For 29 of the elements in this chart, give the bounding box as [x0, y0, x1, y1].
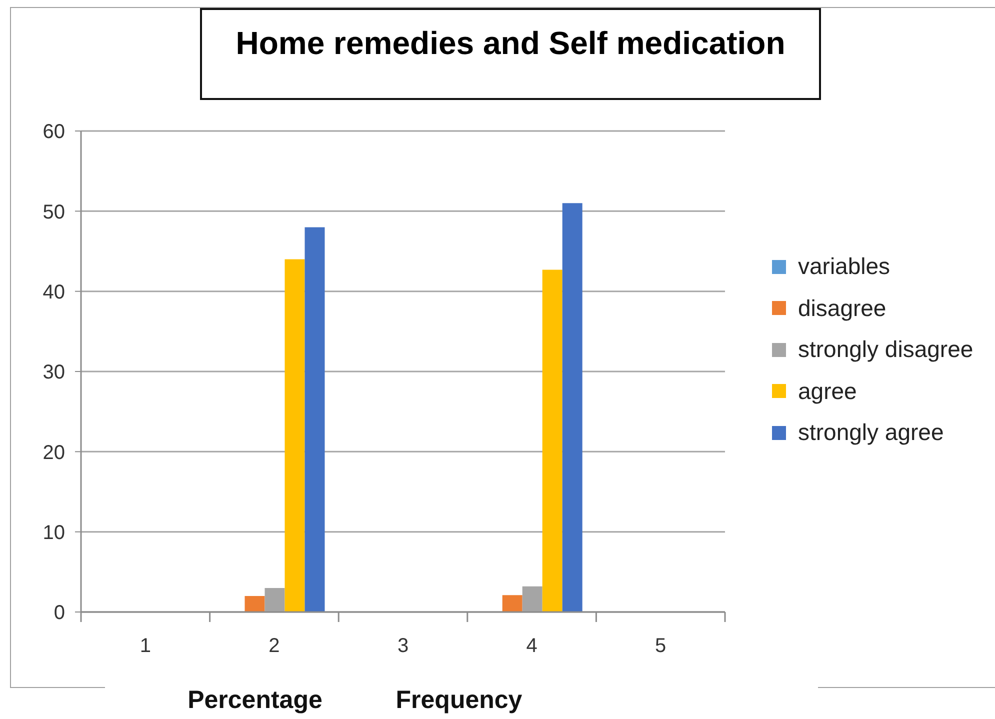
y-tick-label: 50 — [42, 201, 65, 224]
bar — [502, 595, 522, 612]
bar — [522, 586, 542, 612]
bar — [244, 596, 265, 612]
y-tick-label: 60 — [42, 121, 65, 144]
y-tick-label: 40 — [42, 281, 65, 304]
x-tick-label: 2 — [268, 635, 280, 657]
bar — [542, 270, 562, 612]
y-tick-label: 10 — [42, 522, 65, 544]
chart-title: Home remedies and Self medication — [236, 25, 786, 62]
bar — [284, 259, 305, 612]
bar — [264, 588, 285, 612]
legend-label: disagree — [797, 294, 888, 323]
legend-label: agree — [797, 376, 858, 406]
x-tick-label: 5 — [655, 635, 666, 657]
bar — [304, 227, 325, 612]
legend-label: variables — [797, 252, 892, 282]
x-tick-label: 4 — [526, 635, 538, 657]
title-box: Home remedies and Self medication — [200, 8, 821, 100]
y-tick-label: 0 — [54, 602, 65, 624]
y-tick-label: 30 — [42, 362, 65, 384]
text: Frequency — [394, 686, 524, 715]
x-tick-label: 3 — [397, 635, 409, 657]
x-tick-label: 1 — [140, 635, 151, 657]
bar — [562, 203, 582, 612]
y-tick-label: 20 — [42, 442, 65, 464]
legend-label: strongly disagree — [797, 335, 974, 364]
legend-label: strongly agree — [797, 418, 945, 448]
text: Percentage — [186, 686, 324, 715]
